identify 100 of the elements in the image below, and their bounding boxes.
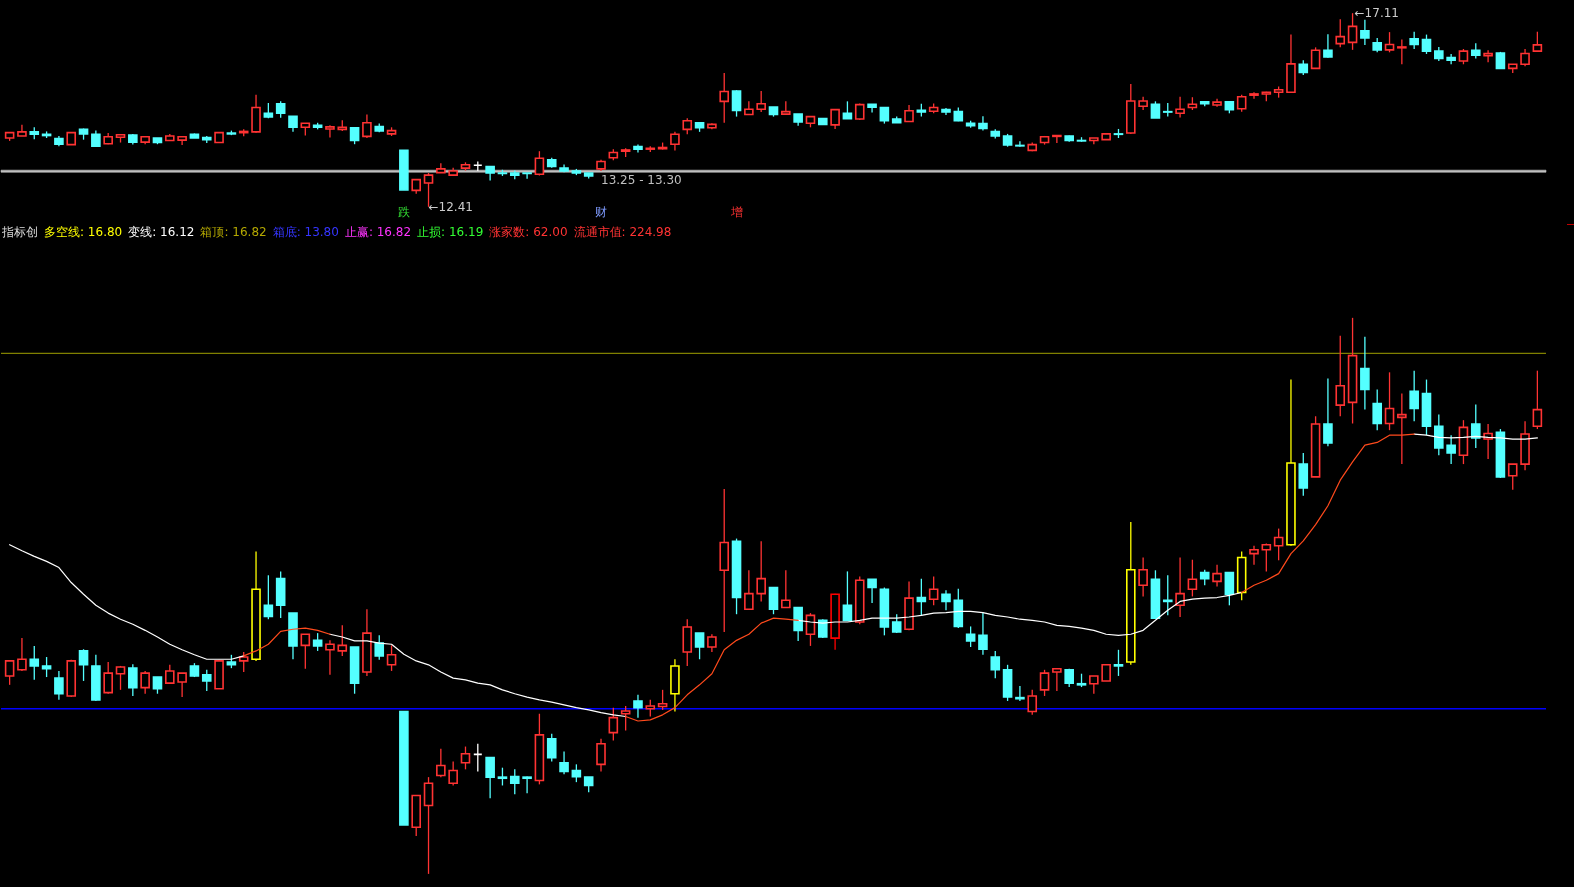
candlestick [522,172,532,180]
candlestick [719,72,730,124]
candlestick [1360,336,1370,411]
text: 流通市值: 224.98 [573,225,672,239]
candlestick [1397,392,1407,465]
candlestick [128,663,138,697]
candlestick [633,694,643,719]
annotation: 财 [595,205,608,219]
candlestick [1384,371,1395,431]
text: 变线: 16.12 [128,225,195,239]
candlestick [546,733,557,763]
candlestick [1015,685,1025,702]
candlestick [1027,689,1038,716]
candlestick [1446,53,1456,65]
candlestick [1249,545,1259,566]
candlestick [1298,452,1309,497]
candlestick [337,624,348,657]
candlestick [941,589,951,611]
annotation: ←12.41 [428,199,473,214]
candlestick [1052,134,1062,144]
text: 止损: 16.19 [417,225,484,239]
candlestick [1261,542,1272,573]
candlestick [1360,19,1370,46]
candlestick [1507,463,1518,491]
candlestick [1175,556,1185,618]
candlestick [1532,31,1543,53]
annotation: ←17.11 [1354,6,1399,21]
candlestick [300,633,311,670]
candlestick [29,645,40,681]
text: 止赢: 16.82 [344,225,412,239]
candlestick [1335,18,1346,49]
candlestick [1175,96,1185,119]
candlestick [436,748,446,778]
candlestick [1397,38,1407,65]
text: 多空线: 16.80 [44,225,123,239]
text: 箱顶: 16.82 [200,225,267,239]
annotation: 跌 [397,205,410,219]
candlestick [4,660,15,686]
candlestick [238,651,249,673]
candlestick [362,113,372,139]
candlestick [386,644,397,672]
candlestick [1052,667,1062,692]
candlestick [1138,556,1148,598]
candlestick [522,775,532,794]
candlestick [534,150,545,177]
candlestick [17,637,27,672]
candlestick [1039,669,1050,697]
candlestick [830,108,840,130]
candlestick [1187,559,1198,598]
candlestick [1323,33,1333,59]
candlestick [978,115,988,132]
candlestick [670,131,680,152]
candlestick [1421,33,1432,55]
candlestick [374,634,385,661]
candlestick [1434,413,1444,456]
candlestick [781,569,791,609]
text: 涨家数: 62.00 [489,225,568,239]
candlestick [1212,564,1222,588]
candlestick [41,656,52,678]
candlestick [916,577,927,616]
candlestick [1224,571,1235,606]
candlestick [1532,370,1543,430]
candlestick [54,670,64,701]
candlestick [596,738,606,773]
candlestick [78,648,89,682]
candlestick [177,672,187,698]
candlestick [164,664,175,684]
candlestick [325,639,335,676]
candlestick [768,586,779,615]
candlestick [423,776,434,875]
candlestick [978,612,988,656]
candlestick [1384,31,1395,53]
candlestick [559,750,569,775]
candlestick [744,569,754,611]
candlestick [842,570,853,622]
candlestick [990,650,1001,679]
candlestick [263,574,274,620]
candlestick [608,706,619,742]
candlestick [1409,370,1419,422]
candlestick [694,632,705,660]
candlestick [1335,334,1346,417]
candlestick [793,606,803,642]
text: 箱底: 13.80 [272,225,339,239]
candlestick [140,670,150,695]
candlestick [756,540,766,603]
candlestick [756,90,766,113]
candlestick [1015,140,1025,148]
candlestick [1323,377,1333,447]
chart-title: 指标创 [2,225,38,239]
candlestick [460,745,471,770]
candlestick [325,124,335,139]
annotation: 增 [729,205,743,219]
candlestick [1372,388,1383,431]
candlestick [201,669,212,692]
candlestick [1446,434,1456,465]
candlestick [448,760,458,787]
candlestick [509,768,520,796]
candlestick [1470,403,1481,449]
candlestick [1113,649,1124,677]
band-label: 13.25 - 13.30 [601,173,682,188]
